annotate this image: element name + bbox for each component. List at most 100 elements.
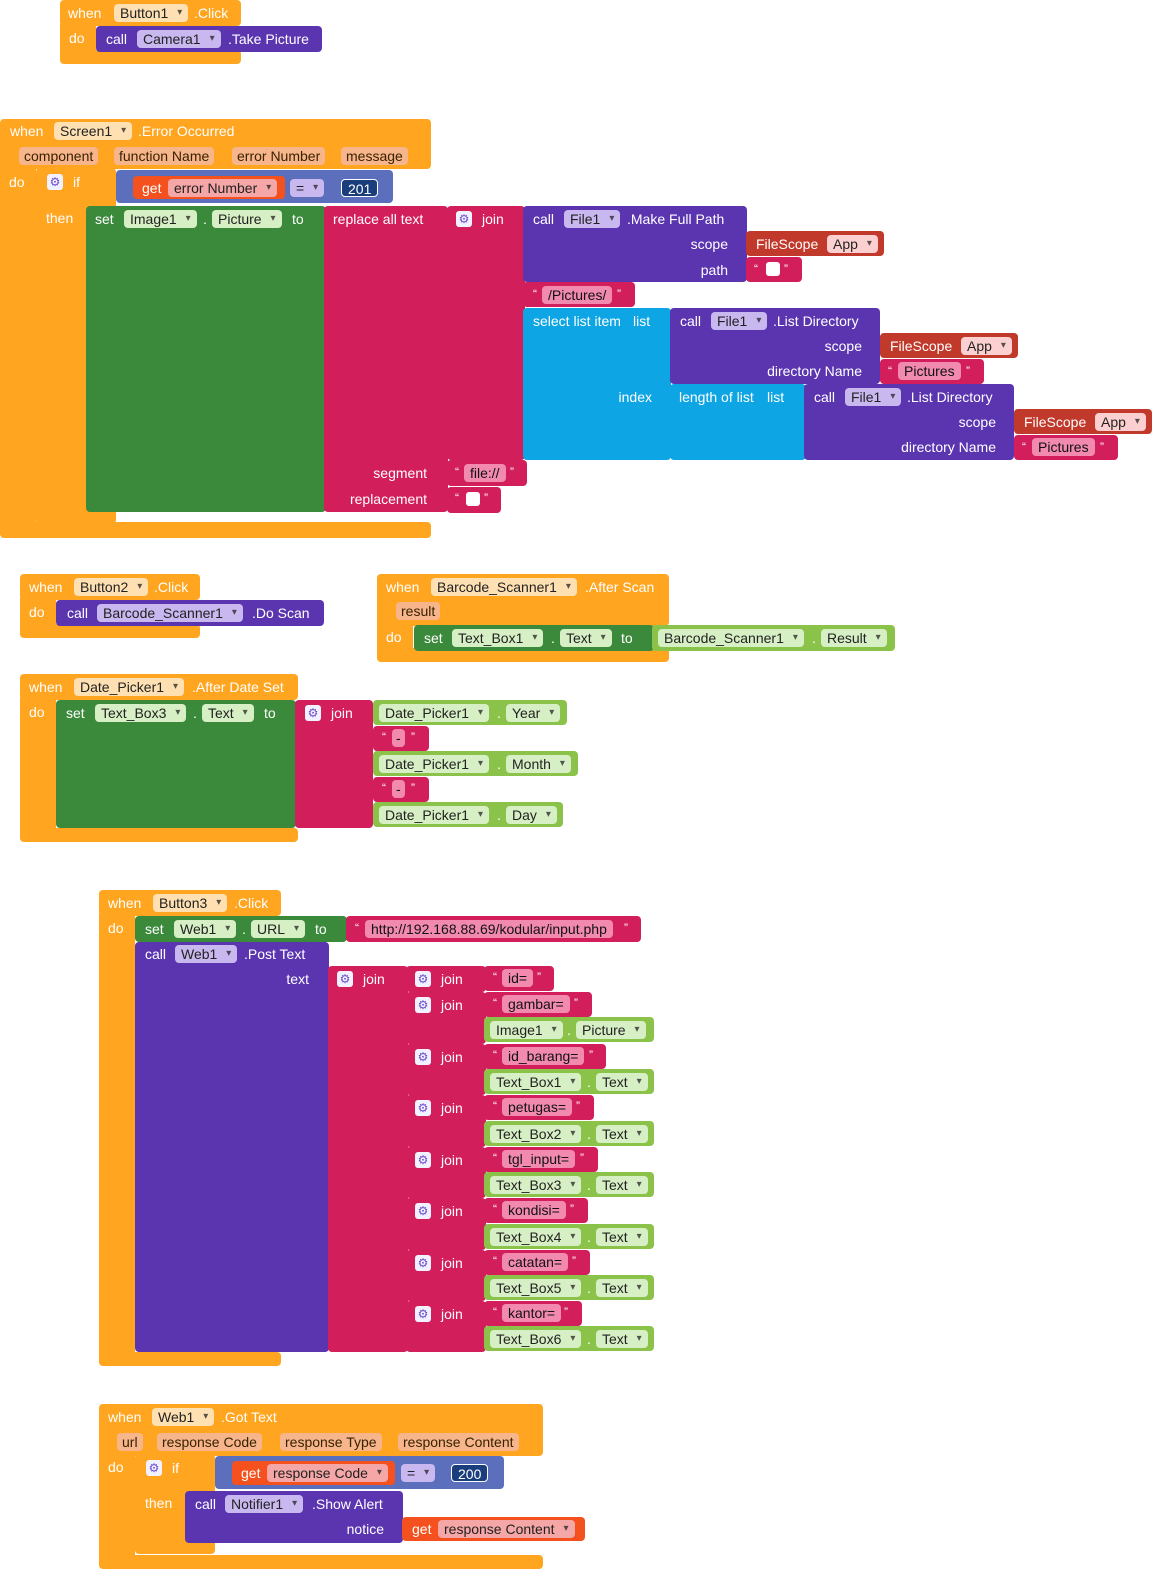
- param-result[interactable]: result: [396, 602, 441, 620]
- mutator-gear-icon[interactable]: ⚙: [415, 1049, 431, 1065]
- join-block[interactable]: [447, 206, 525, 460]
- outer-join-block[interactable]: [328, 966, 408, 1352]
- web-dropdown[interactable]: Web1: [175, 945, 238, 963]
- component-dropdown[interactable]: Text_Box1: [490, 1073, 582, 1091]
- component-dropdown[interactable]: Date_Picker1: [74, 678, 185, 696]
- property-dropdown[interactable]: URL: [251, 920, 306, 938]
- file-dropdown[interactable]: File1: [711, 312, 768, 330]
- textbox-dropdown[interactable]: Text_Box1: [452, 629, 544, 647]
- select-list-item-block[interactable]: [523, 308, 671, 460]
- mutator-gear-icon[interactable]: ⚙: [415, 1255, 431, 1271]
- number-field[interactable]: 200: [451, 1464, 489, 1482]
- property-dropdown[interactable]: Result: [821, 629, 887, 647]
- param-url[interactable]: url: [117, 1433, 143, 1451]
- label-value[interactable]: kantor=: [502, 1304, 562, 1322]
- mutator-gear-icon[interactable]: ⚙: [47, 174, 63, 190]
- file-dropdown[interactable]: File1: [845, 388, 902, 406]
- date-picker-dropdown[interactable]: Date_Picker1: [379, 806, 490, 824]
- scope-dropdown[interactable]: App: [961, 337, 1012, 355]
- empty-string-field[interactable]: [766, 262, 780, 276]
- file-dropdown[interactable]: File1: [564, 210, 621, 228]
- segment-value[interactable]: file://: [464, 464, 506, 482]
- label-value[interactable]: id_barang=: [502, 1047, 585, 1065]
- day-dropdown[interactable]: Day: [506, 806, 557, 824]
- label-value[interactable]: catatan=: [502, 1253, 569, 1271]
- mutator-gear-icon[interactable]: ⚙: [415, 1203, 431, 1219]
- param-component[interactable]: component: [19, 147, 99, 165]
- mutator-gear-icon[interactable]: ⚙: [415, 1152, 431, 1168]
- call-list-directory-block[interactable]: [670, 308, 880, 384]
- notifier-dropdown[interactable]: Notifier1: [225, 1495, 304, 1513]
- join-block[interactable]: [295, 700, 373, 828]
- component-dropdown[interactable]: Screen1: [54, 122, 133, 140]
- mutator-gear-icon[interactable]: ⚙: [415, 1306, 431, 1322]
- param-error-number[interactable]: error Number: [232, 147, 326, 165]
- component-dropdown[interactable]: Text_Box3: [490, 1176, 582, 1194]
- component-dropdown[interactable]: Text_Box6: [490, 1330, 582, 1348]
- label-value[interactable]: kondisi=: [502, 1201, 566, 1219]
- component-dropdown[interactable]: Button2: [74, 578, 149, 596]
- month-dropdown[interactable]: Month: [506, 755, 571, 773]
- component-dropdown[interactable]: Image1: [490, 1021, 563, 1039]
- date-picker-dropdown[interactable]: Date_Picker1: [379, 755, 490, 773]
- empty-string-field[interactable]: [466, 492, 480, 506]
- property-dropdown[interactable]: Text: [202, 704, 254, 722]
- property-dropdown[interactable]: Text: [596, 1073, 648, 1091]
- camera-dropdown[interactable]: Camera1: [137, 30, 221, 48]
- variable-dropdown[interactable]: response Code: [267, 1464, 388, 1482]
- number-field[interactable]: 201: [341, 179, 379, 197]
- year-dropdown[interactable]: Year: [506, 704, 561, 722]
- component-dropdown[interactable]: Web1: [152, 1408, 215, 1426]
- separator-value[interactable]: -: [392, 780, 405, 798]
- separator-value[interactable]: -: [392, 729, 405, 747]
- pictures-value[interactable]: Pictures: [898, 362, 961, 380]
- scope-dropdown[interactable]: App: [827, 235, 878, 253]
- mutator-gear-icon[interactable]: ⚙: [415, 971, 431, 987]
- property-dropdown[interactable]: Picture: [212, 210, 282, 228]
- mutator-gear-icon[interactable]: ⚙: [415, 1100, 431, 1116]
- component-dropdown[interactable]: Button3: [153, 894, 228, 912]
- property-dropdown[interactable]: Text: [596, 1125, 648, 1143]
- component-dropdown[interactable]: Text_Box4: [490, 1228, 582, 1246]
- pictures-path-value[interactable]: /Pictures/: [542, 286, 613, 304]
- pictures-value[interactable]: Pictures: [1032, 438, 1095, 456]
- image-dropdown[interactable]: Image1: [124, 210, 197, 228]
- variable-dropdown[interactable]: response Content: [438, 1520, 575, 1538]
- param-response-code[interactable]: response Code: [157, 1433, 262, 1451]
- param-response-content[interactable]: response Content: [398, 1433, 519, 1451]
- mutator-gear-icon[interactable]: ⚙: [415, 997, 431, 1013]
- param-function-name[interactable]: function Name: [114, 147, 215, 165]
- label-value[interactable]: petugas=: [502, 1098, 572, 1116]
- mutator-gear-icon[interactable]: ⚙: [456, 211, 472, 227]
- mutator-gear-icon[interactable]: ⚙: [305, 705, 321, 721]
- operator-dropdown[interactable]: =: [290, 179, 325, 197]
- component-dropdown[interactable]: Barcode_Scanner1: [431, 578, 577, 596]
- mutator-gear-icon[interactable]: ⚙: [337, 971, 353, 987]
- mutator-gear-icon[interactable]: ⚙: [146, 1460, 162, 1476]
- label-value[interactable]: id=: [502, 969, 534, 987]
- scanner-dropdown[interactable]: Barcode_Scanner1: [658, 629, 804, 647]
- component-dropdown[interactable]: Text_Box2: [490, 1125, 582, 1143]
- property-dropdown[interactable]: Text: [596, 1279, 648, 1297]
- date-picker-dropdown[interactable]: Date_Picker1: [379, 704, 490, 722]
- textbox-dropdown[interactable]: Text_Box3: [95, 704, 187, 722]
- replace-all-text-block[interactable]: [324, 206, 448, 512]
- property-dropdown[interactable]: Text: [560, 629, 612, 647]
- scope-dropdown[interactable]: App: [1095, 413, 1146, 431]
- length-of-list-block[interactable]: [670, 384, 806, 460]
- set-image-picture-block[interactable]: [86, 206, 326, 512]
- operator-dropdown[interactable]: =: [401, 1464, 436, 1482]
- label-value[interactable]: gambar=: [502, 995, 570, 1013]
- call-list-directory-block[interactable]: [804, 384, 1014, 460]
- call-make-full-path-block[interactable]: [523, 206, 747, 282]
- property-dropdown[interactable]: Text: [596, 1176, 648, 1194]
- label-value[interactable]: tgl_input=: [502, 1150, 576, 1168]
- component-dropdown[interactable]: Button1: [114, 4, 189, 22]
- scanner-dropdown[interactable]: Barcode_Scanner1: [97, 604, 243, 622]
- param-message[interactable]: message: [341, 147, 408, 165]
- component-dropdown[interactable]: Text_Box5: [490, 1279, 582, 1297]
- property-dropdown[interactable]: Text: [596, 1228, 648, 1246]
- property-dropdown[interactable]: Text: [596, 1330, 648, 1348]
- param-response-type[interactable]: response Type: [280, 1433, 382, 1451]
- set-web-url-block[interactable]: [135, 916, 347, 942]
